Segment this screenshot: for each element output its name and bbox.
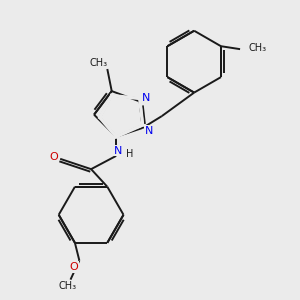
Text: O: O bbox=[49, 152, 58, 162]
Text: N: N bbox=[113, 146, 122, 156]
Text: CH₃: CH₃ bbox=[249, 43, 267, 53]
Text: H: H bbox=[126, 149, 133, 159]
Text: CH₃: CH₃ bbox=[58, 280, 76, 290]
Text: CH₃: CH₃ bbox=[89, 58, 107, 68]
Text: O: O bbox=[70, 262, 78, 272]
Text: N: N bbox=[145, 126, 153, 136]
Text: N: N bbox=[142, 94, 150, 103]
